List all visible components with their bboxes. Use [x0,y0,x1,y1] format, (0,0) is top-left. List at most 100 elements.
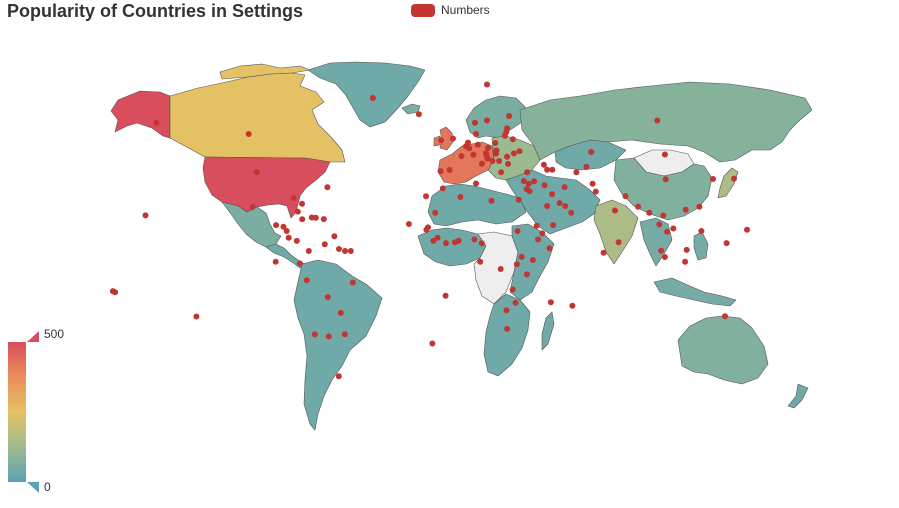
data-point[interactable] [455,237,462,244]
data-point[interactable] [661,254,668,260]
region-japan[interactable] [717,167,739,199]
data-point[interactable] [434,234,441,241]
data-point[interactable] [550,222,557,229]
region-southern-africa[interactable] [483,293,531,377]
data-point[interactable] [253,169,260,176]
data-point[interactable] [516,148,523,155]
data-point[interactable] [336,246,342,252]
data-point[interactable] [477,258,484,265]
data-point[interactable] [573,169,580,176]
legend-label[interactable]: Numbers [441,3,490,17]
data-point[interactable] [478,240,485,247]
region-west-africa[interactable] [417,227,487,267]
data-point[interactable] [472,119,478,126]
data-point[interactable] [474,141,481,148]
data-point[interactable] [498,169,505,176]
data-point[interactable] [423,226,430,233]
region-north-africa[interactable] [427,183,527,227]
region-greenland[interactable] [307,61,426,128]
data-point[interactable] [112,289,119,296]
data-point[interactable] [311,331,318,338]
data-point[interactable] [337,309,344,316]
data-point[interactable] [423,193,429,200]
data-point[interactable] [506,113,513,119]
data-point[interactable] [696,203,703,210]
data-point[interactable] [658,247,665,254]
data-point[interactable] [193,313,200,320]
data-point[interactable] [501,132,508,139]
data-point[interactable] [331,233,338,240]
data-point[interactable] [635,203,642,210]
data-point[interactable] [299,216,306,223]
data-point[interactable] [470,151,477,158]
data-point[interactable] [153,119,160,126]
data-point[interactable] [484,117,490,124]
data-point[interactable] [541,182,548,189]
data-point[interactable] [654,117,661,124]
data-point[interactable] [544,203,551,209]
data-point[interactable] [529,257,536,263]
region-philippines[interactable] [693,231,709,261]
data-point[interactable] [496,158,503,164]
data-point[interactable] [670,225,677,232]
data-point[interactable] [438,137,444,144]
data-point[interactable] [303,277,310,284]
data-point[interactable] [515,196,522,203]
data-point[interactable] [272,258,279,265]
data-point[interactable] [415,111,422,118]
data-point[interactable] [547,299,554,306]
data-point[interactable] [549,166,556,173]
data-point[interactable] [513,261,520,268]
region-new-zealand[interactable] [787,383,809,409]
data-point[interactable] [293,237,300,244]
data-point[interactable] [321,241,328,248]
data-point[interactable] [561,184,568,191]
data-point[interactable] [405,221,412,227]
visual-map-max-handle[interactable] [27,331,39,342]
data-point[interactable] [493,150,500,157]
data-point[interactable] [723,240,730,247]
data-point[interactable] [656,221,663,228]
data-point[interactable] [514,228,521,234]
data-point[interactable] [273,222,280,229]
data-point[interactable] [505,160,512,167]
data-point[interactable] [335,373,342,380]
data-point[interactable] [443,240,449,247]
data-point[interactable] [569,302,576,309]
data-point[interactable] [568,209,575,216]
data-point[interactable] [349,279,356,286]
data-point[interactable] [662,176,669,183]
data-point[interactable] [682,258,689,265]
data-point[interactable] [504,325,511,332]
data-point[interactable] [710,176,716,182]
data-point[interactable] [432,209,439,216]
data-point[interactable] [283,228,290,234]
data-point[interactable] [660,212,667,219]
data-point[interactable] [544,166,551,173]
data-point[interactable] [583,163,590,170]
region-canada[interactable] [169,72,346,163]
data-point[interactable] [524,169,531,176]
data-point[interactable] [142,212,149,219]
data-point[interactable] [249,203,256,210]
data-point[interactable] [722,313,728,320]
data-point[interactable] [446,167,453,173]
data-point[interactable] [439,185,446,192]
region-southeast-asia[interactable] [639,217,673,267]
data-point[interactable] [539,230,546,237]
data-point[interactable] [664,228,671,235]
data-point[interactable] [369,95,376,101]
data-point[interactable] [546,245,553,252]
data-point[interactable] [510,150,517,157]
data-point[interactable] [731,175,737,182]
data-point[interactable] [430,237,437,244]
data-point[interactable] [512,299,519,306]
region-mexico[interactable] [221,201,282,248]
data-point[interactable] [437,168,444,175]
region-iceland[interactable] [401,103,421,115]
data-point[interactable] [294,208,301,215]
data-point[interactable] [533,222,540,229]
data-point[interactable] [549,191,556,198]
data-point[interactable] [458,153,465,160]
data-point[interactable] [312,214,319,221]
